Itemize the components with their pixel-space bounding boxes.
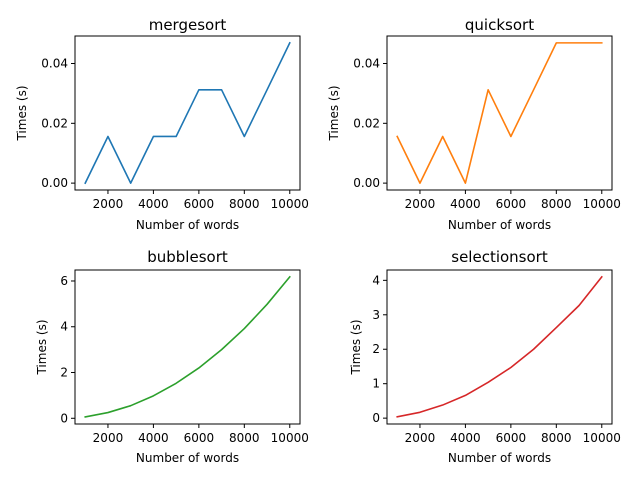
y-tick-label: 4 <box>60 320 68 334</box>
plot-frame <box>386 269 613 425</box>
tick-group: 2000 4000 6000 8000 10000 0.00 0.02 0.04 <box>41 57 309 211</box>
x-tick-label: 4000 <box>138 197 169 211</box>
series-line <box>396 42 603 184</box>
tick-group: 2000 4000 6000 8000 10000 0 1 2 3 4 <box>372 273 621 445</box>
tick-group: 2000 4000 6000 8000 10000 0 2 4 6 <box>60 274 309 445</box>
y-tick-label: 0.04 <box>41 57 68 71</box>
x-tick-label: 8000 <box>541 431 572 445</box>
plot-frame <box>74 269 301 425</box>
subplot-title: selectionsort <box>451 248 548 266</box>
y-tick-label: 3 <box>372 308 380 322</box>
x-tick-label: 2000 <box>405 197 436 211</box>
y-tick-label: 0.02 <box>41 116 68 130</box>
series-line <box>84 41 291 185</box>
subplot-mergesort: mergesort 2000 4000 6000 8000 10000 0.00 0.02 0… <box>15 16 309 232</box>
series-line <box>84 275 291 418</box>
y-tick-label: 0 <box>372 411 380 425</box>
y-axis-label: Times (s) <box>15 85 29 141</box>
plot-frame <box>386 35 613 191</box>
y-tick-label: 0.00 <box>41 176 68 190</box>
y-tick-label: 0.02 <box>353 116 380 130</box>
y-axis-label: Times (s) <box>327 85 341 141</box>
x-tick-label: 4000 <box>450 431 481 445</box>
y-tick-label: 6 <box>60 274 68 288</box>
y-tick-label: 0.00 <box>353 176 380 190</box>
x-axis-label: Number of words <box>448 451 551 465</box>
x-tick-label: 10000 <box>271 197 309 211</box>
subplot-title: mergesort <box>149 16 227 34</box>
x-tick-label: 10000 <box>271 431 309 445</box>
x-tick-label: 6000 <box>496 431 527 445</box>
subplot-title: bubblesort <box>147 248 228 266</box>
x-tick-label: 10000 <box>583 197 621 211</box>
x-tick-label: 4000 <box>450 197 481 211</box>
x-axis-label: Number of words <box>136 218 239 232</box>
x-tick-label: 6000 <box>184 197 215 211</box>
y-tick-label: 2 <box>60 366 68 380</box>
x-axis-label: Number of words <box>448 218 551 232</box>
x-tick-label: 8000 <box>541 197 572 211</box>
y-tick-label: 1 <box>372 377 380 391</box>
x-tick-label: 6000 <box>184 431 215 445</box>
x-tick-label: 10000 <box>583 431 621 445</box>
subplot-bubblesort: bubblesort 2000 4000 6000 8000 10000 0 2 4 6 Num… <box>35 248 309 465</box>
x-tick-label: 6000 <box>496 197 527 211</box>
plot-frame <box>74 35 301 191</box>
x-tick-label: 8000 <box>229 431 260 445</box>
subplot-selectionsort: selectionsort 2000 4000 6000 8000 10000 0 1 2 3 4… <box>349 248 621 465</box>
x-axis-label: Number of words <box>136 451 239 465</box>
series-line <box>396 275 603 418</box>
y-tick-label: 2 <box>372 342 380 356</box>
subplot-title: quicksort <box>465 16 534 34</box>
x-tick-label: 2000 <box>93 197 124 211</box>
x-tick-label: 2000 <box>405 431 436 445</box>
y-tick-label: 0 <box>60 411 68 425</box>
y-tick-label: 4 <box>372 273 380 287</box>
y-axis-label: Times (s) <box>35 319 49 375</box>
subplot-quicksort: quicksort 2000 4000 6000 8000 10000 0.00 0.02 0… <box>327 16 621 232</box>
tick-group: 2000 4000 6000 8000 10000 0.00 0.02 0.04 <box>353 57 621 211</box>
x-tick-label: 2000 <box>93 431 124 445</box>
x-tick-label: 8000 <box>229 197 260 211</box>
y-axis-label: Times (s) <box>349 319 363 375</box>
y-tick-label: 0.04 <box>353 57 380 71</box>
x-tick-label: 4000 <box>138 431 169 445</box>
